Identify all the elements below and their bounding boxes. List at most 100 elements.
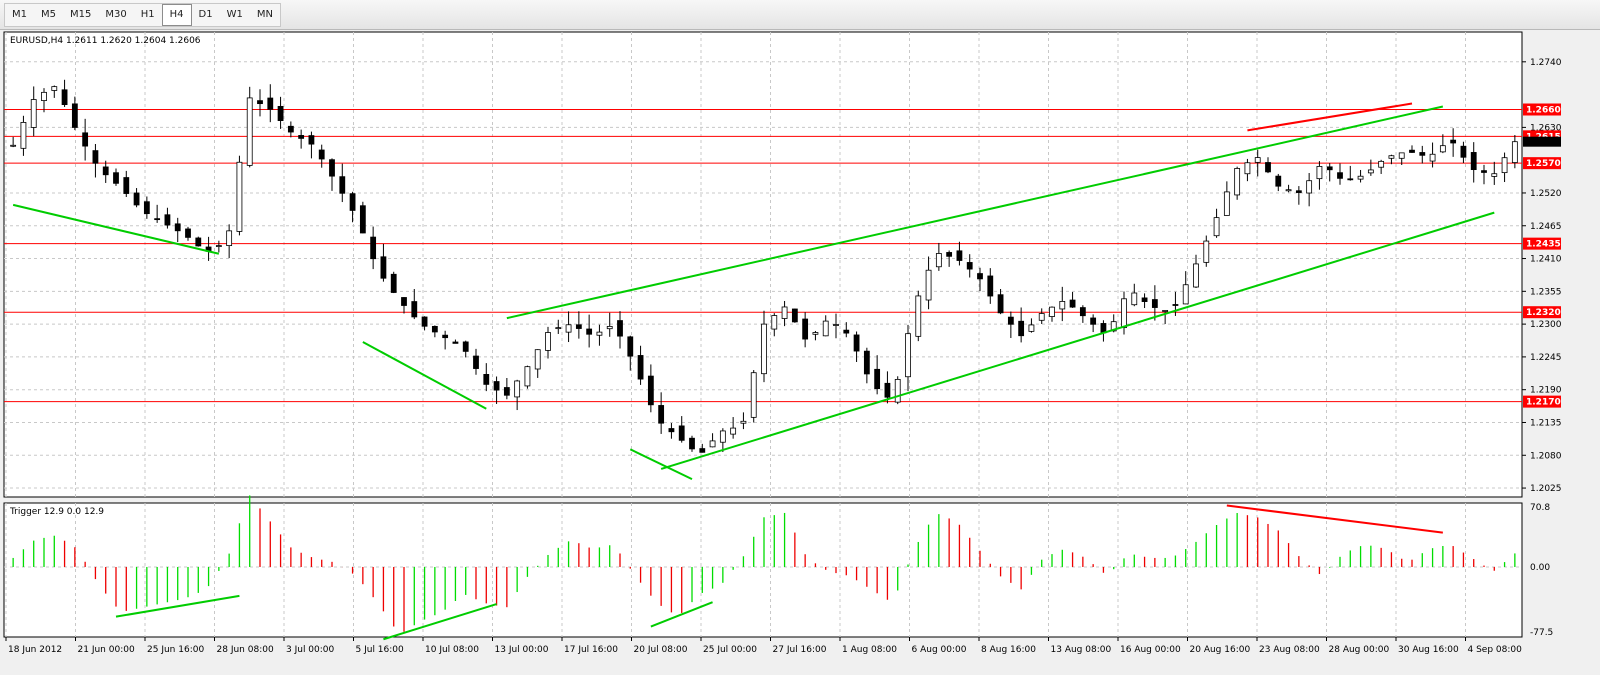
x-axis-label: 25 Jun 16:00	[147, 645, 204, 655]
timeframe-button-mn[interactable]: MN	[256, 9, 273, 20]
trend-line[interactable]	[12, 203, 220, 255]
candle	[390, 273, 397, 293]
candle	[987, 275, 994, 297]
candle	[1439, 145, 1446, 153]
price-panel[interactable]	[3, 31, 1523, 498]
candle	[267, 97, 274, 110]
candle	[20, 122, 27, 149]
candle	[82, 132, 89, 147]
candle	[1254, 157, 1261, 163]
candle	[359, 205, 366, 234]
level-price-tag	[1523, 237, 1561, 250]
candle	[308, 135, 315, 145]
candle	[1388, 155, 1395, 159]
candle	[925, 269, 932, 301]
timeframe-button-m30[interactable]: M30	[105, 9, 127, 20]
candle	[1069, 299, 1076, 308]
candle	[874, 368, 881, 390]
trend-line[interactable]	[506, 105, 1444, 320]
candle	[678, 425, 685, 441]
candle	[586, 328, 593, 335]
candle	[1203, 240, 1210, 263]
candle	[1429, 153, 1436, 162]
candle	[884, 382, 891, 398]
candle	[1090, 317, 1097, 325]
x-axis-label: 1 Aug 08:00	[842, 645, 897, 655]
candle	[380, 256, 387, 279]
candle	[462, 341, 469, 352]
candle	[977, 273, 983, 280]
candle	[1285, 189, 1292, 192]
candle	[1172, 304, 1179, 306]
candle	[1398, 152, 1405, 159]
candle	[668, 428, 675, 433]
candle	[935, 253, 942, 268]
candle	[421, 316, 428, 327]
candle	[10, 144, 17, 147]
candle	[534, 349, 541, 370]
trend-line[interactable]	[660, 211, 1495, 470]
candle	[1162, 309, 1169, 312]
x-axis-label: 27 Jul 16:00	[773, 645, 827, 655]
y-tick-label: 1.2465	[1530, 222, 1562, 232]
x-axis-label: 18 Jun 2012	[8, 645, 62, 655]
candle	[1213, 217, 1220, 237]
indicator-panel[interactable]	[3, 502, 1523, 638]
candle	[617, 320, 623, 337]
candle	[545, 332, 551, 351]
candle	[956, 250, 963, 261]
trend-line[interactable]	[629, 448, 693, 481]
candle	[318, 149, 325, 160]
timeframe-button-h4[interactable]: H4	[161, 4, 192, 26]
candle	[730, 427, 737, 435]
x-axis-label: 23 Aug 08:00	[1259, 645, 1320, 655]
divergence-line[interactable]	[1247, 102, 1413, 132]
candle	[257, 100, 263, 105]
candle	[442, 334, 449, 339]
timeframe-button-w1[interactable]: W1	[226, 9, 243, 20]
indicator-divergence-line[interactable]	[1226, 504, 1443, 534]
candle	[1491, 173, 1498, 177]
candle	[349, 193, 356, 211]
candle	[1049, 306, 1055, 317]
y-tick-label: 1.2740	[1530, 58, 1562, 68]
candle	[370, 236, 377, 260]
candle	[812, 332, 819, 335]
x-axis-label: 25 Jul 00:00	[703, 645, 757, 655]
candle	[1079, 307, 1086, 317]
indicator-trend-line[interactable]	[650, 601, 713, 628]
candle	[853, 334, 860, 352]
x-axis-label: 16 Aug 00:00	[1120, 645, 1181, 655]
x-axis-label: 5 Jul 16:00	[356, 645, 405, 655]
x-axis-label: 6 Aug 00:00	[912, 645, 967, 655]
x-axis-label: 10 Jul 08:00	[425, 645, 479, 655]
candle	[647, 375, 654, 406]
current-price-marker	[1523, 136, 1561, 147]
timeframe-button-m1[interactable]: M1	[12, 9, 27, 20]
timeframe-button-h1[interactable]: H1	[140, 9, 155, 20]
candle	[1018, 320, 1025, 337]
indicator-trend-line[interactable]	[383, 603, 497, 641]
level-price-label: 1.2570	[1526, 159, 1561, 169]
candle	[123, 177, 130, 194]
timeframe-button-m15[interactable]: M15	[70, 9, 92, 20]
candle	[1367, 169, 1374, 174]
y-tick-label: 1.2630	[1530, 123, 1562, 133]
indicator-y-tick-label: 70.8	[1530, 503, 1550, 513]
candle	[503, 387, 510, 396]
x-axis-label: 8 Aug 16:00	[981, 645, 1036, 655]
candle	[596, 331, 603, 336]
candle	[1007, 316, 1014, 325]
chart-area[interactable]: 1.2740 1.2630 1.2520 1.2465 1.2410 1.2355 1.23…	[0, 29, 1600, 675]
candle	[915, 295, 922, 337]
candle	[1481, 170, 1487, 173]
timeframe-button-m5[interactable]: M5	[41, 9, 56, 20]
candle	[1151, 299, 1158, 308]
candle	[1419, 152, 1426, 156]
candle	[92, 150, 99, 164]
candle	[1223, 191, 1230, 216]
trend-line[interactable]	[362, 341, 487, 410]
candle	[1378, 160, 1385, 168]
timeframe-button-d1[interactable]: D1	[198, 9, 213, 20]
indicator-trend-line[interactable]	[115, 594, 240, 618]
